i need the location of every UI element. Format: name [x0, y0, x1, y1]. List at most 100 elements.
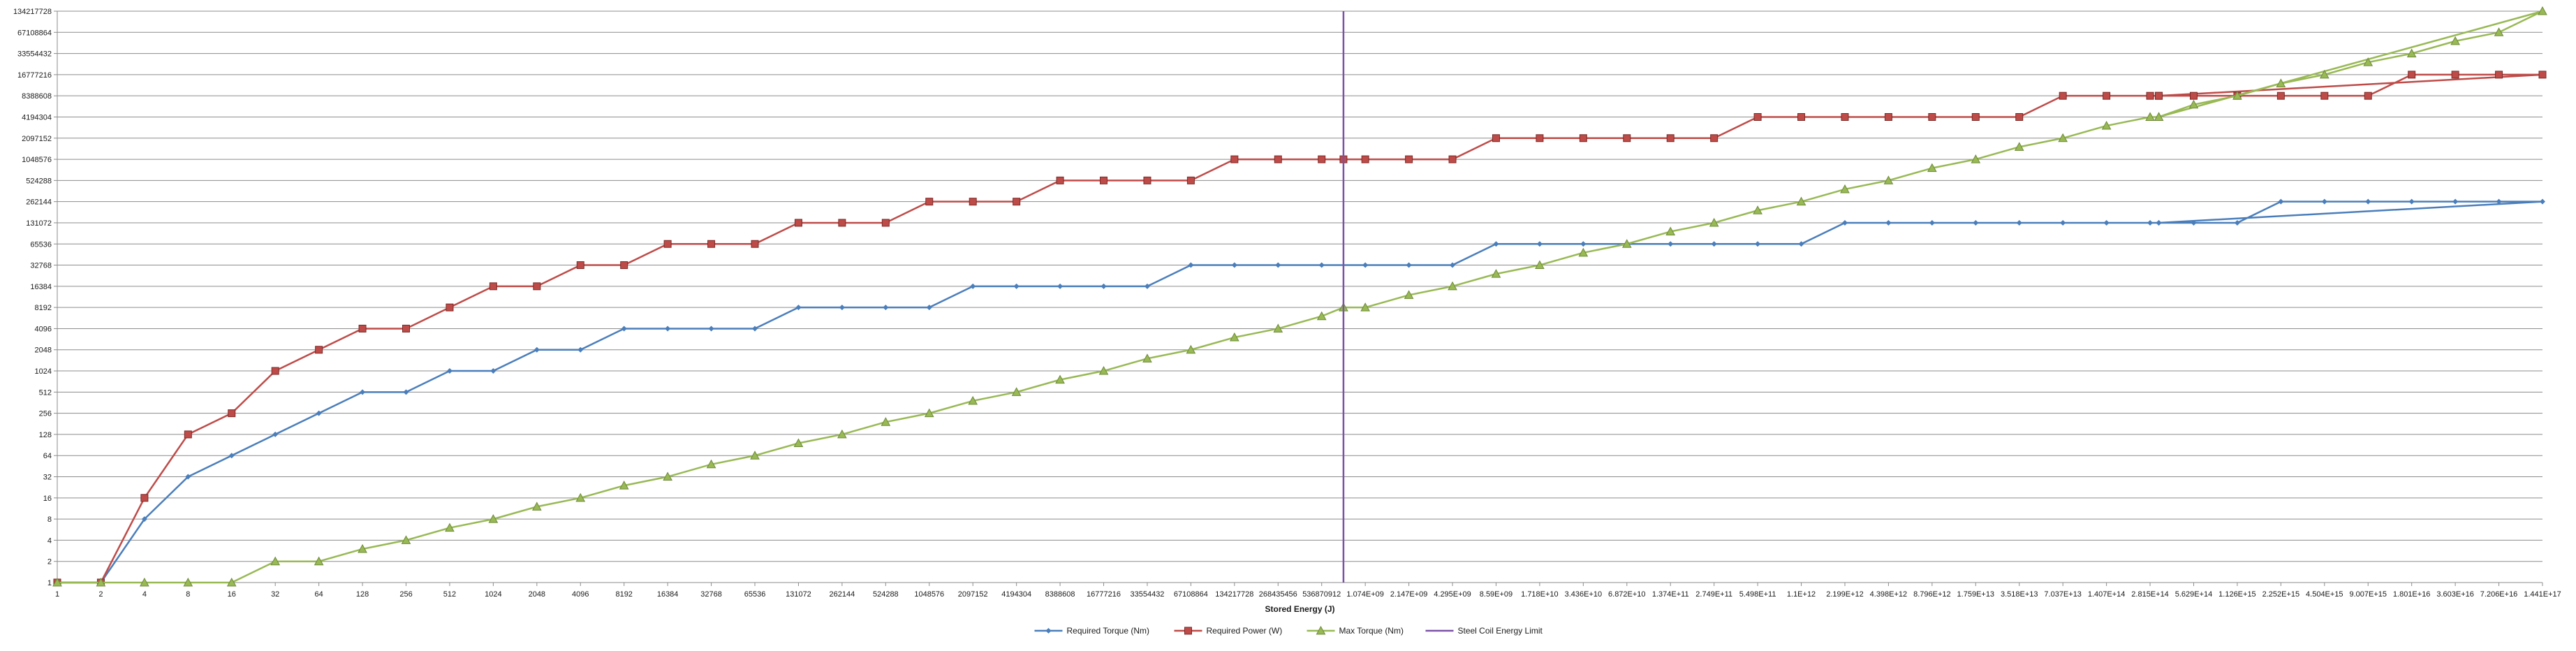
data-point [2101, 121, 2112, 130]
data-point [1362, 262, 1369, 268]
x-tick-label: 1 [55, 590, 59, 599]
data-point [1186, 344, 1196, 354]
x-tick-label: 256 [399, 590, 412, 599]
y-tick-label: 134217728 [13, 8, 52, 16]
data-point [1621, 239, 1632, 248]
x-tick-label: 131072 [786, 590, 811, 599]
data-point [2538, 6, 2547, 15]
data-point [52, 577, 62, 587]
data-point [2103, 92, 2111, 100]
y-tick-label: 4096 [35, 325, 52, 333]
data-point [403, 389, 409, 395]
x-tick-label: 4.504E+15 [2306, 590, 2343, 599]
data-point [1142, 353, 1152, 363]
x-tick-label: 7.206E+16 [2480, 590, 2518, 599]
y-tick-label: 64 [43, 452, 52, 460]
y-tick-label: 4194304 [22, 113, 52, 122]
data-point [1188, 262, 1194, 268]
data-point [575, 492, 586, 502]
data-point [183, 577, 193, 587]
data-point [2496, 198, 2502, 205]
data-point [2494, 27, 2504, 36]
x-tick-label: 3.436E+10 [1565, 590, 1603, 599]
data-point [620, 261, 628, 270]
y-tick-label: 65536 [30, 240, 52, 249]
data-point [140, 577, 149, 587]
y-tick-label: 8192 [35, 304, 52, 312]
x-tick-label: 3.603E+16 [2436, 590, 2474, 599]
x-tick-label: 1.126E+15 [2218, 590, 2256, 599]
data-point [358, 324, 367, 332]
data-point [1493, 241, 1499, 247]
y-tick-label: 1048576 [22, 156, 52, 164]
x-tick-label: 2048 [529, 590, 545, 599]
data-point [1973, 219, 1979, 226]
series-2 [52, 6, 2547, 587]
data-point [1797, 112, 1806, 121]
data-point [271, 367, 279, 375]
data-point [2365, 198, 2371, 205]
y-tick-label: 32 [43, 474, 52, 482]
legend-marker [1184, 627, 1192, 635]
data-point [1580, 241, 1587, 247]
data-point [2321, 198, 2327, 205]
data-point [358, 543, 367, 553]
data-point [446, 303, 454, 312]
series-line [57, 10, 2544, 584]
data-point [1536, 134, 1544, 142]
y-tick-label: 16777216 [17, 71, 52, 80]
legend-item: Required Power (W) [1174, 626, 1282, 636]
data-point [226, 577, 237, 587]
x-tick-label: 512 [443, 590, 456, 599]
data-point [706, 459, 716, 469]
data-point [1492, 134, 1500, 142]
legend-label: Steel Coil Energy Limit [1458, 626, 1543, 636]
data-point [1535, 260, 1545, 270]
data-point [1666, 134, 1675, 142]
x-tick-label: 1048576 [914, 590, 944, 599]
x-tick-label: 3.518E+13 [2001, 590, 2038, 599]
data-point [1316, 311, 1327, 321]
data-point [1711, 241, 1717, 247]
y-tick-label: 16 [43, 495, 52, 503]
data-point [401, 535, 411, 544]
x-tick-label: 1024 [485, 590, 501, 599]
data-point [1623, 134, 1631, 142]
data-point [1144, 283, 1150, 289]
data-point [968, 395, 978, 405]
data-point [2495, 71, 2503, 79]
y-tick-label: 33554432 [17, 50, 52, 59]
x-tick-labels: 1 2 4 8 16 32 64 128 256 512 1024 2048 4096 8192 16384… [55, 590, 2561, 599]
x-axis-title: Stored Energy (J) [1265, 604, 1334, 614]
legend: Required Torque (Nm) Required Power (W) Ma… [1034, 625, 1543, 636]
data-point [489, 282, 497, 291]
x-tick-label: 32768 [700, 590, 722, 599]
data-point [1665, 226, 1676, 236]
data-point [1229, 332, 1239, 342]
data-point [2540, 198, 2545, 205]
data-point [1841, 112, 1849, 121]
data-point [1884, 112, 1892, 121]
data-point [750, 451, 760, 460]
y-tick-label: 1 [47, 579, 52, 587]
x-tick-label: 2 [98, 590, 103, 599]
x-tick-label: 16384 [657, 590, 679, 599]
x-tick-label: 8388608 [1045, 590, 1075, 599]
data-point [1274, 155, 1282, 163]
data-point [2276, 92, 2285, 100]
data-point [1318, 155, 1326, 163]
data-point [2015, 112, 2024, 121]
data-point [488, 514, 499, 523]
data-point [1143, 176, 1151, 184]
data-point [2154, 112, 2164, 121]
data-point [665, 326, 671, 332]
data-point [838, 219, 846, 227]
axes [54, 10, 2543, 586]
x-tick-label: 6.872E+10 [1608, 590, 1646, 599]
x-tick-label: 4.398E+12 [1870, 590, 1908, 599]
data-point [184, 430, 192, 439]
x-tick-label: 16 [228, 590, 236, 599]
data-point [1011, 387, 1022, 396]
data-point [839, 305, 845, 311]
x-tick-label: 1.407E+14 [2088, 590, 2126, 599]
